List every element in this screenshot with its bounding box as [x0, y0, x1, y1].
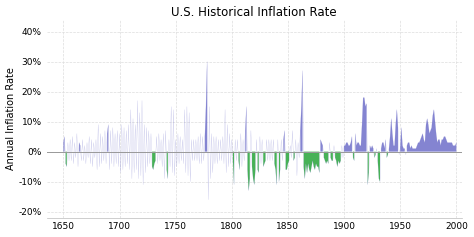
Y-axis label: Annual Inflation Rate: Annual Inflation Rate — [6, 67, 16, 170]
Title: U.S. Historical Inflation Rate: U.S. Historical Inflation Rate — [172, 5, 337, 18]
